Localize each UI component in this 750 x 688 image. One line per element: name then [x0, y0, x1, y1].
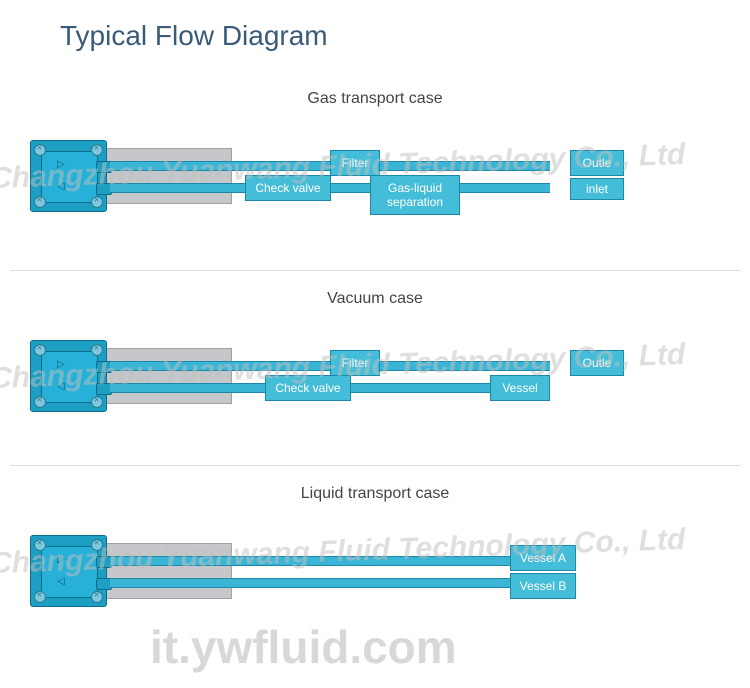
screw-icon [34, 196, 46, 208]
screw-icon [34, 396, 46, 408]
pump-unit: ▷ ◁ [30, 340, 230, 410]
pump-motor-body [100, 148, 232, 204]
screw-icon [34, 591, 46, 603]
screw-icon [34, 144, 46, 156]
tube-bottom [110, 578, 550, 588]
pump-motor-body [100, 348, 232, 404]
screw-icon [91, 196, 103, 208]
watermark-url: it.ywfluid.com [150, 620, 457, 674]
node-vessel: Vessel [490, 375, 550, 401]
node-gas-liquid-separation: Gas-liquid separation [370, 175, 460, 215]
pump-head: ▷ ◁ [30, 340, 107, 412]
node-outlet: Outle [570, 150, 624, 176]
pump-motor-body [100, 543, 232, 599]
node-vessel-b: Vessel B [510, 573, 576, 599]
arrow-out-icon: ▷ [57, 159, 65, 170]
pump-head-inner [41, 546, 98, 598]
node-outlet: Outle [570, 350, 624, 376]
screw-icon [91, 591, 103, 603]
arrow-in-icon: ◁ [57, 181, 65, 192]
screw-icon [91, 144, 103, 156]
pump-head-inner [41, 151, 98, 203]
screw-icon [91, 539, 103, 551]
screw-icon [91, 396, 103, 408]
arrow-in-icon: ◁ [57, 381, 65, 392]
arrow-in-icon: ◁ [57, 576, 65, 587]
pump-head: ▷ ◁ [30, 535, 107, 607]
node-filter: Filter [330, 150, 380, 176]
pump-head: ▷ ◁ [30, 140, 107, 212]
pump-head-inner [41, 351, 98, 403]
diagram-vacuum: ▷ ◁ Filter Outle Check valve Vessel [30, 320, 670, 430]
page-title: Typical Flow Diagram [60, 20, 328, 52]
arrow-out-icon: ▷ [57, 359, 65, 370]
node-inlet: inlet [570, 178, 624, 200]
case-title-vacuum: Vacuum case [327, 290, 423, 308]
case-title-gas: Gas transport case [307, 90, 442, 108]
node-check-valve: Check valve [245, 175, 331, 201]
screw-icon [34, 539, 46, 551]
node-check-valve: Check valve [265, 375, 351, 401]
diagram-gas: ▷ ◁ Filter Outle Check valve Gas-liquid … [30, 120, 670, 230]
screw-icon [34, 344, 46, 356]
arrow-out-icon: ▷ [57, 554, 65, 565]
pump-unit: ▷ ◁ [30, 140, 230, 210]
case-title-liquid: Liquid transport case [301, 485, 450, 503]
node-filter: Filter [330, 350, 380, 376]
divider [10, 270, 740, 271]
screw-icon [91, 344, 103, 356]
pump-unit: ▷ ◁ [30, 535, 230, 605]
diagram-liquid: ▷ ◁ Vessel A Vessel B [30, 515, 670, 625]
node-vessel-a: Vessel A [510, 545, 576, 571]
divider [10, 465, 740, 466]
tube-top [110, 556, 550, 566]
